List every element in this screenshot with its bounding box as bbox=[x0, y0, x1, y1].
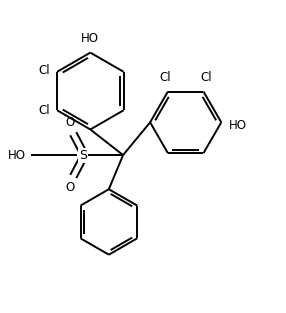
Text: HO: HO bbox=[81, 32, 99, 45]
Text: O: O bbox=[66, 181, 75, 194]
Text: HO: HO bbox=[8, 149, 26, 162]
Text: S: S bbox=[79, 149, 87, 162]
Text: O: O bbox=[66, 116, 75, 130]
Text: Cl: Cl bbox=[159, 71, 171, 85]
Text: Cl: Cl bbox=[38, 104, 50, 117]
Text: HO: HO bbox=[229, 119, 246, 132]
Text: Cl: Cl bbox=[200, 71, 212, 85]
Text: Cl: Cl bbox=[38, 64, 50, 77]
